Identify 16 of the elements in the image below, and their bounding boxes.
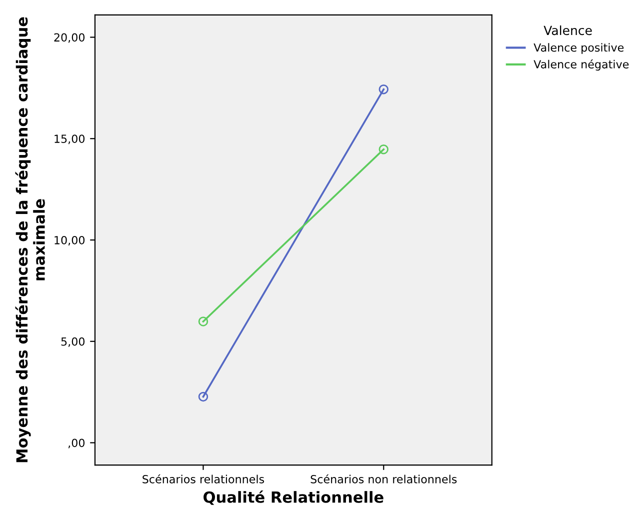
y-tick-label: 10,00 bbox=[54, 236, 85, 246]
legend-label: Valence négative bbox=[534, 59, 629, 71]
y-tick-label: ,00 bbox=[68, 438, 85, 448]
y-tick-label: 5,00 bbox=[61, 337, 85, 347]
legend-label: Valence positive bbox=[534, 43, 624, 54]
legend-title: Valence bbox=[544, 25, 592, 36]
point bbox=[198, 392, 208, 402]
y-axis-title: Moyenne des différences de la fréquence cardiaque maximale bbox=[15, 17, 45, 462]
point bbox=[378, 144, 388, 154]
y-tick-label: 20,00 bbox=[54, 33, 85, 43]
point bbox=[378, 84, 388, 94]
x-tick-label: Scénarios non relationnels bbox=[310, 474, 457, 484]
y-tick-label: 15,00 bbox=[54, 134, 85, 144]
x-axis-title: Qualité Relationnelle bbox=[204, 490, 384, 505]
x-tick-label: Scénarios relationnels bbox=[142, 474, 264, 484]
point bbox=[198, 316, 208, 326]
